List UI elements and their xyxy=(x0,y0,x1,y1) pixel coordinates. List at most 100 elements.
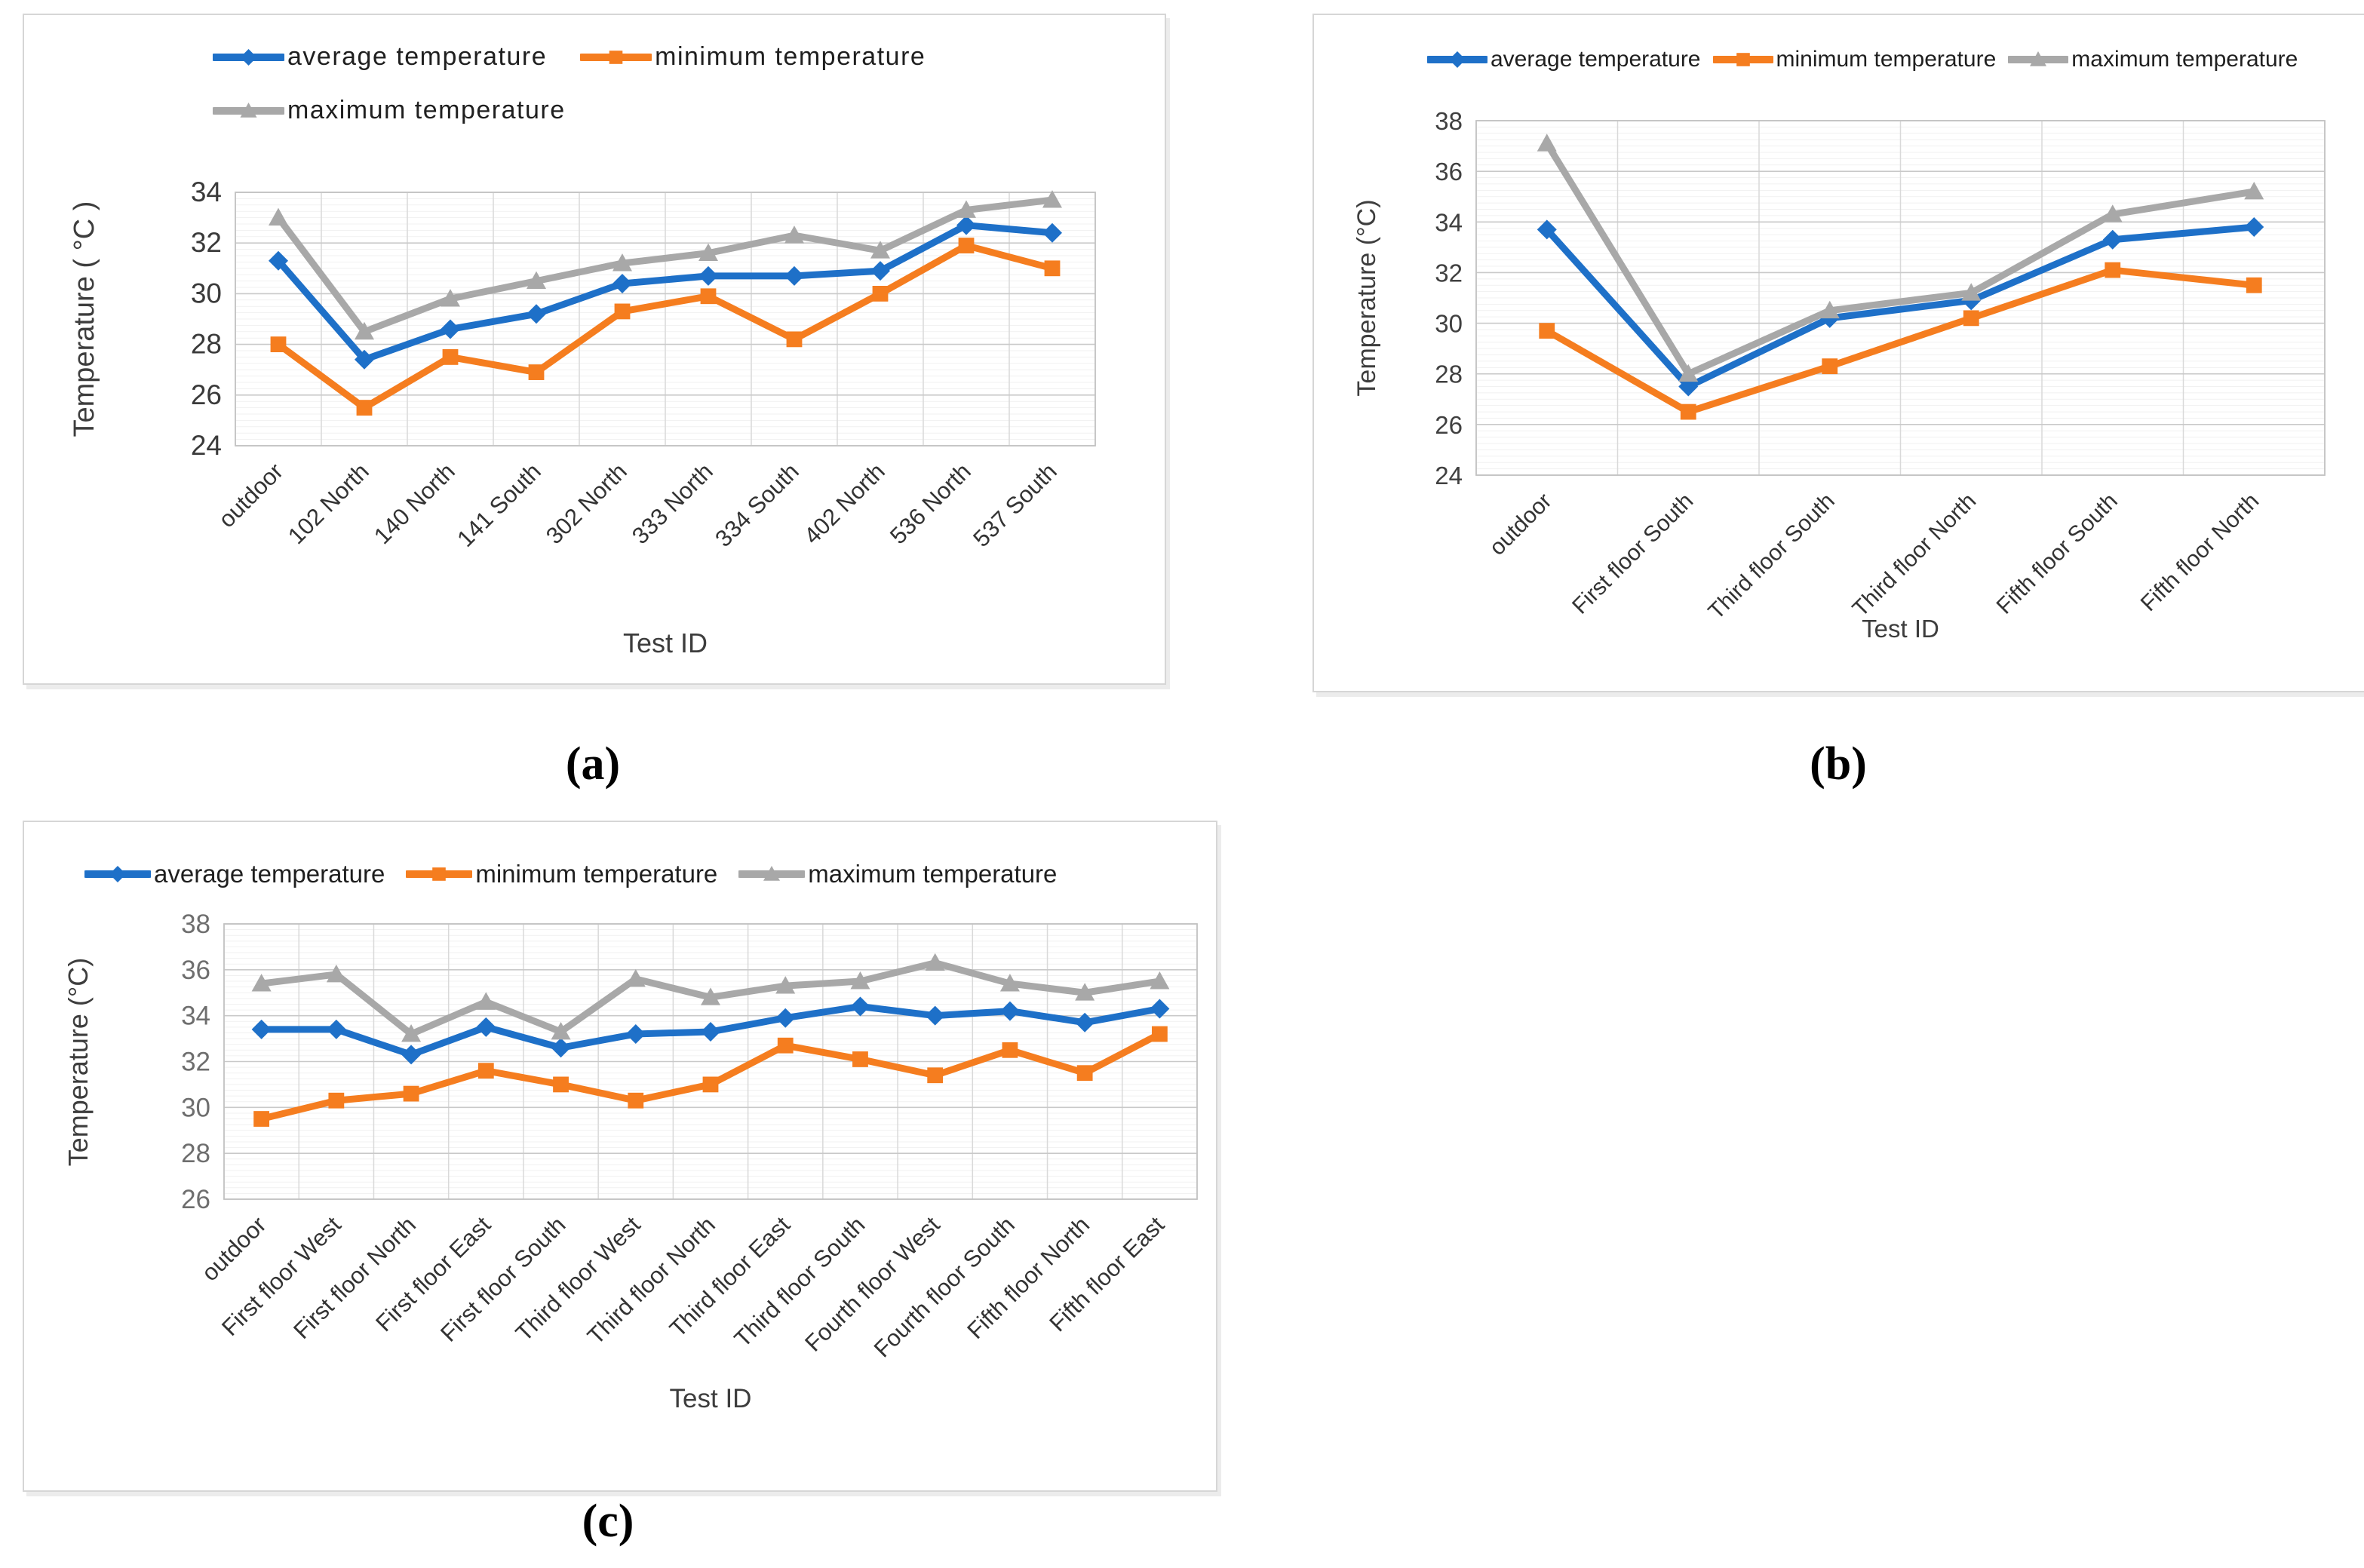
data-point-marker-diamond xyxy=(1537,219,1557,240)
data-point-marker-triangle xyxy=(701,987,720,1005)
y-tick-label: 36 xyxy=(181,956,210,985)
data-point-marker-square xyxy=(700,288,717,305)
x-category-label: 102 North xyxy=(283,458,374,549)
chart-panel-b: 38 36 34 32 30 28 26 24 outdoor First floor South… xyxy=(1312,14,2364,692)
series-line-square xyxy=(1543,266,2258,416)
y-tick-label: 38 xyxy=(181,910,210,939)
data-point-marker-diamond xyxy=(251,1019,272,1039)
data-point-marker-square xyxy=(852,1051,868,1067)
x-category-label: 537 South xyxy=(968,458,1062,552)
y-tick-label: 32 xyxy=(181,1048,210,1077)
data-point-marker-triangle xyxy=(527,271,546,289)
data-point-marker-diamond xyxy=(870,261,890,281)
data-point-marker-square xyxy=(328,1092,345,1109)
data-point-marker-diamond xyxy=(784,265,804,286)
legend-label: maximum temperature xyxy=(808,860,1058,888)
series-line-triangle xyxy=(275,196,1056,336)
data-point-marker-triangle xyxy=(269,207,288,226)
series-line-diamond xyxy=(1543,223,2258,390)
legend-marker-diamond-icon xyxy=(213,48,284,66)
x-category-label: 334 South xyxy=(710,458,804,552)
data-point-marker-square xyxy=(1044,260,1061,277)
data-point-marker-diamond xyxy=(1449,51,1466,68)
legend-marker-triangle-icon xyxy=(738,866,806,881)
x-category-label: Third floor North xyxy=(1848,489,1982,622)
data-point-marker-diamond xyxy=(850,996,870,1017)
data-point-marker-triangle xyxy=(441,289,460,307)
data-point-marker-diamond xyxy=(625,1024,646,1044)
data-point-marker-square xyxy=(777,1037,794,1054)
legend-item: average temperature xyxy=(213,42,547,72)
legend-label: average temperature xyxy=(154,860,385,888)
data-point-marker-triangle xyxy=(476,992,496,1010)
data-point-marker-diamond xyxy=(999,1001,1020,1021)
y-tick-label: 30 xyxy=(181,1093,210,1122)
data-point-marker-triangle xyxy=(698,243,718,262)
data-point-marker-square xyxy=(958,238,975,253)
series-line-triangle xyxy=(1543,140,2258,378)
data-point-marker-triangle xyxy=(1819,300,1840,319)
data-point-marker-square xyxy=(253,1111,270,1127)
data-point-marker-triangle xyxy=(240,102,257,118)
legend-item: minimum temperature xyxy=(1712,47,1996,72)
y-tick-label: 38 xyxy=(1435,107,1463,135)
data-point-marker-triangle xyxy=(251,974,272,992)
legend-label: minimum temperature xyxy=(475,860,718,888)
legend-row: average temperature minimum temperature ma… xyxy=(1427,47,2298,72)
y-tick-label: 32 xyxy=(1435,259,1463,287)
legend: average temperature minimum temperature ma… xyxy=(1427,47,2298,72)
x-axis-title: Test ID xyxy=(622,628,708,658)
legend-item: average temperature xyxy=(1427,47,1701,72)
data-point-marker-square xyxy=(403,1085,419,1102)
legend-marker-square-icon xyxy=(406,867,473,881)
plot-area: 38 36 34 32 30 28 26 24 outdoor First floor South… xyxy=(1435,107,2326,624)
data-point-marker-triangle xyxy=(1961,283,1982,301)
y-tick-label: 26 xyxy=(1435,411,1463,439)
data-point-marker-diamond xyxy=(2244,217,2264,237)
data-point-marker-square xyxy=(1151,1026,1168,1042)
data-point-marker-triangle xyxy=(2244,182,2264,200)
y-tick-label: 28 xyxy=(1435,361,1463,388)
data-point-marker-triangle xyxy=(1537,133,1557,152)
x-category-label: First floor South xyxy=(435,1211,570,1346)
x-category-label: First floor South xyxy=(1567,489,1698,619)
plot-border xyxy=(1475,120,2326,476)
legend-item: maximum temperature xyxy=(2008,47,2298,72)
y-tick-label: 32 xyxy=(191,227,222,258)
data-point-marker-triangle xyxy=(2102,204,2123,222)
x-category-label: 333 North xyxy=(627,458,718,549)
data-point-marker-diamond xyxy=(240,48,257,66)
x-category-label: 141 South xyxy=(452,458,546,552)
legend-marker-triangle-icon xyxy=(2008,51,2069,66)
legend-marker-diamond-icon xyxy=(84,866,151,882)
legend-item: maximum temperature xyxy=(738,860,1057,888)
y-tick-label: 26 xyxy=(191,379,222,410)
x-category-label: Third floor North xyxy=(582,1211,720,1349)
data-point-marker-triangle xyxy=(925,953,945,971)
data-point-marker-square xyxy=(1736,53,1750,66)
data-point-marker-square xyxy=(1539,323,1555,339)
data-point-marker-diamond xyxy=(1150,999,1170,1019)
data-point-marker-diamond xyxy=(527,304,546,324)
y-tick-label: 36 xyxy=(1435,158,1463,186)
data-point-marker-square xyxy=(1822,358,1838,375)
data-point-marker-triangle xyxy=(784,226,804,244)
legend-marker-square-icon xyxy=(580,50,652,64)
legend: average temperature minimum temperature ma… xyxy=(213,42,926,125)
data-point-marker-triangle xyxy=(1150,971,1170,990)
x-axis-title: Test ID xyxy=(1862,615,1939,643)
legend-item: minimum temperature xyxy=(580,42,926,72)
y-tick-label: 30 xyxy=(1435,310,1463,338)
data-point-marker-square xyxy=(528,364,545,380)
data-point-marker-square xyxy=(1963,310,1979,327)
data-point-marker-square xyxy=(1076,1065,1093,1082)
data-point-marker-diamond xyxy=(701,1021,720,1042)
data-point-marker-diamond xyxy=(698,265,718,286)
data-point-marker-triangle xyxy=(326,964,346,983)
figure-label-a: (a) xyxy=(565,738,621,790)
data-point-marker-square xyxy=(872,286,889,302)
data-point-marker-diamond xyxy=(551,1038,571,1058)
